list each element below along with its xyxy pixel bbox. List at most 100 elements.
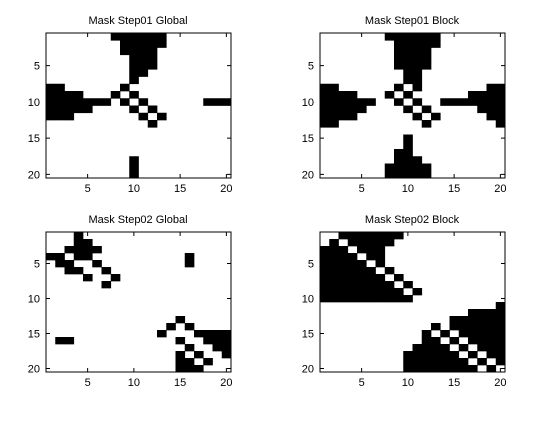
mask-cell bbox=[421, 170, 432, 179]
x-tick-label: 15 bbox=[448, 377, 460, 389]
x-tick-label: 5 bbox=[85, 183, 91, 195]
mask-cell bbox=[320, 91, 330, 99]
mask-cell bbox=[421, 337, 432, 345]
mask-cell bbox=[338, 260, 349, 268]
mask-cell bbox=[338, 246, 349, 254]
mask-cell bbox=[495, 358, 506, 366]
mask-cell bbox=[338, 232, 349, 240]
mask-cell bbox=[203, 337, 213, 345]
mask-cell bbox=[138, 33, 149, 41]
mask-cell bbox=[338, 112, 349, 121]
mask-cell bbox=[421, 105, 432, 114]
mask-cell bbox=[421, 365, 432, 373]
mask-cell bbox=[421, 163, 432, 172]
mask-cell bbox=[320, 274, 330, 282]
mask-cell bbox=[440, 344, 450, 352]
mask-cell bbox=[394, 156, 404, 164]
mask-cell bbox=[320, 260, 330, 268]
x-tick-label: 10 bbox=[128, 183, 140, 195]
mask-cell bbox=[357, 260, 367, 268]
mask-cell bbox=[92, 98, 102, 106]
mask-cell bbox=[412, 365, 423, 373]
mask-cell bbox=[403, 76, 413, 85]
mask-cell bbox=[357, 274, 367, 282]
mask-cell bbox=[495, 316, 506, 324]
mask-cell bbox=[55, 98, 65, 106]
mask-cell bbox=[421, 33, 432, 41]
subplot-title: Mask Step01 Block bbox=[365, 15, 460, 27]
mask-cell bbox=[338, 253, 349, 261]
mask-cell bbox=[412, 83, 423, 92]
mask-cell bbox=[412, 358, 423, 366]
mask-cell bbox=[440, 330, 450, 338]
mask-cell bbox=[329, 98, 339, 106]
mask-cell bbox=[468, 323, 478, 331]
mask-cell bbox=[320, 253, 330, 261]
mask-cell bbox=[375, 281, 386, 289]
mask-cell bbox=[320, 98, 330, 106]
mask-cell bbox=[366, 274, 376, 282]
mask-cell bbox=[486, 309, 497, 317]
mask-cell bbox=[421, 351, 432, 359]
mask-cell bbox=[157, 33, 167, 41]
mask-cell bbox=[64, 98, 75, 106]
mask-cell bbox=[320, 281, 330, 289]
mask-cell bbox=[83, 105, 93, 114]
mask-cell bbox=[138, 112, 149, 121]
y-tick-label: 5 bbox=[308, 259, 314, 271]
mask-cell bbox=[458, 358, 469, 366]
mask-cell bbox=[329, 91, 339, 99]
y-tick-label: 10 bbox=[302, 294, 314, 306]
mask-cell bbox=[486, 316, 497, 324]
y-tick-label: 15 bbox=[28, 329, 40, 341]
mask-cell bbox=[129, 91, 139, 99]
mask-cell bbox=[64, 105, 75, 114]
mask-cell bbox=[347, 232, 358, 240]
mask-cell bbox=[329, 105, 339, 114]
mask-cell bbox=[357, 239, 367, 247]
mask-cell bbox=[166, 323, 176, 331]
mask-cell bbox=[147, 54, 158, 63]
mask-cell bbox=[110, 33, 121, 41]
y-tick-label: 20 bbox=[302, 169, 314, 181]
mask-cell bbox=[449, 358, 460, 366]
mask-cell bbox=[412, 33, 423, 41]
subplot-mask-step01-global: Mask Step01 Global 5 10 15 20 5 10 15 20 bbox=[28, 15, 233, 195]
mask-cell bbox=[412, 54, 423, 63]
mask-cell bbox=[431, 33, 441, 41]
mask-cell bbox=[129, 76, 139, 85]
mask-cell bbox=[449, 316, 460, 324]
y-tick-label: 10 bbox=[28, 97, 40, 109]
mask-cell bbox=[138, 62, 149, 70]
mask-cell bbox=[468, 98, 478, 106]
mask-cell bbox=[421, 120, 432, 128]
mask-cell bbox=[64, 267, 75, 275]
mask-cell bbox=[431, 337, 441, 345]
mask-cell bbox=[338, 281, 349, 289]
mask-cell bbox=[194, 365, 204, 373]
mask-cell bbox=[347, 260, 358, 268]
axes-frame bbox=[319, 32, 506, 179]
mask-cell bbox=[366, 232, 376, 240]
mask-cell bbox=[101, 267, 112, 275]
y-tick-label: 15 bbox=[302, 133, 314, 145]
mask-cell bbox=[384, 267, 395, 275]
mask-cell bbox=[394, 288, 404, 296]
y-tick-label: 20 bbox=[28, 364, 40, 376]
mask-cell bbox=[495, 120, 506, 128]
mask-cell bbox=[403, 358, 413, 366]
mask-cell bbox=[110, 91, 121, 99]
mask-cell bbox=[495, 112, 506, 121]
mask-cell bbox=[73, 232, 84, 240]
mask-cell bbox=[403, 62, 413, 70]
mask-cell bbox=[468, 365, 478, 373]
mask-cell bbox=[129, 69, 139, 77]
mask-cell bbox=[175, 351, 186, 359]
y-tick-label: 5 bbox=[34, 61, 40, 73]
mask-cell bbox=[375, 295, 386, 303]
mask-cell bbox=[458, 330, 469, 338]
mask-cell bbox=[338, 267, 349, 275]
mask-cell bbox=[403, 141, 413, 150]
mask-cell bbox=[495, 98, 506, 106]
mask-cell bbox=[320, 295, 330, 303]
